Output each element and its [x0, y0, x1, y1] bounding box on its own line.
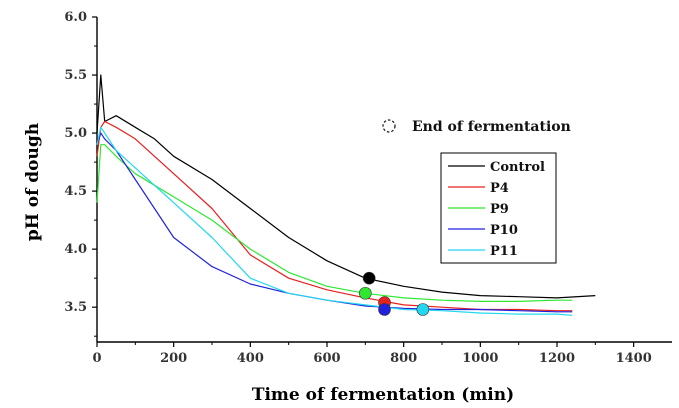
y-tick-label: 5.5 — [64, 68, 87, 83]
x-axis-title: Time of fermentation (min) — [252, 385, 514, 405]
end-point-p11 — [416, 303, 430, 316]
y-axis-title: pH of dough — [23, 123, 43, 241]
end-points — [359, 271, 430, 316]
x-tick-label: 200 — [160, 351, 187, 366]
x-tick-label: 1000 — [462, 351, 498, 366]
axes: 0 200 400 600 800 1000 1200 1400 3.5 4.0 4.5 5.0 5.5… — [64, 10, 672, 366]
legend-label-p11: P11 — [490, 244, 518, 259]
annotation-label: End of fermentation — [412, 119, 571, 135]
legend-label-p9: P9 — [490, 202, 509, 217]
x-tick-label: 400 — [237, 351, 264, 366]
x-tick-label: 1200 — [539, 351, 575, 366]
y-tick-label: 4.0 — [64, 242, 87, 257]
series-line-p11 — [96, 126, 573, 316]
y-tick-label: 5.0 — [64, 126, 87, 141]
series-line-p9 — [96, 144, 573, 302]
legend-label-p10: P10 — [490, 223, 518, 238]
y-tick-label: 3.5 — [64, 300, 87, 315]
legend-label-control: Control — [490, 160, 545, 175]
legend: Control P4 P9 P10 P11 — [440, 152, 557, 264]
end-point-p10 — [378, 303, 391, 316]
x-tick-label: 0 — [92, 351, 101, 366]
series-line-control — [96, 74, 596, 299]
dashed-circle-icon — [382, 119, 396, 133]
y-tick-label: 6.0 — [64, 10, 87, 25]
legend-label-p4: P4 — [490, 181, 509, 196]
y-tick-label: 4.5 — [64, 184, 87, 199]
end-point-control — [362, 271, 376, 285]
end-of-fermentation-annotation: End of fermentation — [382, 119, 571, 135]
series-lines — [96, 74, 596, 316]
end-point-p9 — [359, 286, 372, 300]
x-tick-label: 800 — [390, 351, 417, 366]
x-tick-label: 600 — [313, 351, 340, 366]
x-tick-label: 1400 — [616, 351, 652, 366]
